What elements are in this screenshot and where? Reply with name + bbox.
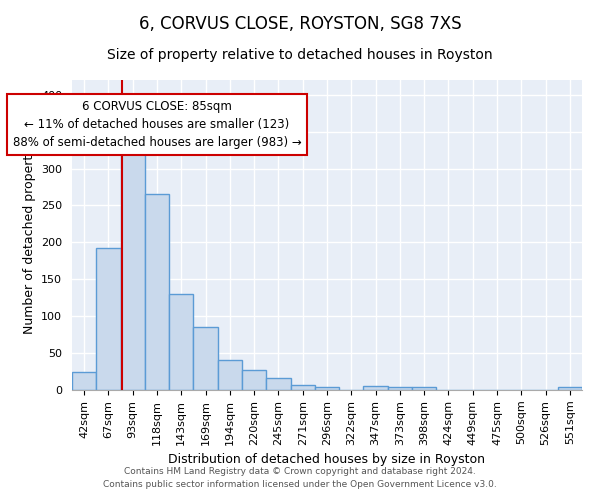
Bar [169,294,193,390]
Bar [266,378,290,390]
Bar [193,328,218,390]
Bar [558,387,582,390]
Bar [145,194,169,390]
Bar [121,148,145,390]
X-axis label: Distribution of detached houses by size in Royston: Distribution of detached houses by size … [169,453,485,466]
Bar [364,386,388,390]
Bar [315,387,339,390]
Text: 6, CORVUS CLOSE, ROYSTON, SG8 7XS: 6, CORVUS CLOSE, ROYSTON, SG8 7XS [139,15,461,33]
Text: Contains HM Land Registry data © Crown copyright and database right 2024.: Contains HM Land Registry data © Crown c… [124,467,476,476]
Y-axis label: Number of detached properties: Number of detached properties [23,136,35,334]
Text: Contains public sector information licensed under the Open Government Licence v3: Contains public sector information licen… [103,480,497,489]
Bar [218,360,242,390]
Text: Size of property relative to detached houses in Royston: Size of property relative to detached ho… [107,48,493,62]
Bar [96,248,121,390]
Bar [388,387,412,390]
Bar [412,387,436,390]
Bar [242,370,266,390]
Text: 6 CORVUS CLOSE: 85sqm
← 11% of detached houses are smaller (123)
88% of semi-det: 6 CORVUS CLOSE: 85sqm ← 11% of detached … [13,100,301,149]
Bar [290,385,315,390]
Bar [72,372,96,390]
